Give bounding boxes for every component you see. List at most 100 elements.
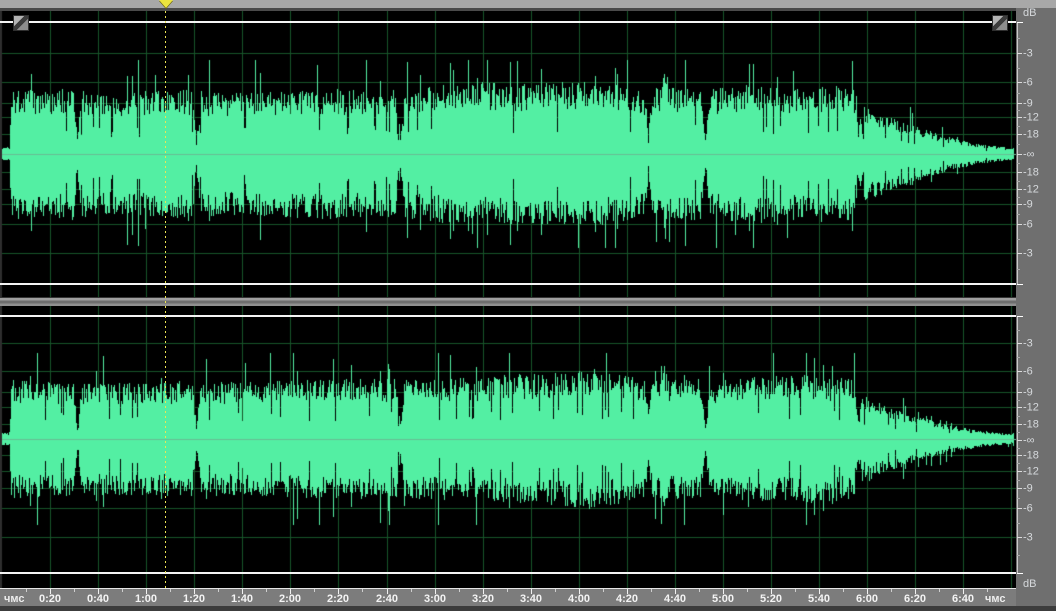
db-minor-tick bbox=[1017, 523, 1020, 524]
envelope-line[interactable] bbox=[0, 572, 1016, 574]
envelope-line[interactable] bbox=[0, 315, 1016, 317]
timeline-major-tick bbox=[242, 589, 243, 594]
db-tick-label: -6 bbox=[1023, 218, 1033, 231]
timeline-label: 5:40 bbox=[807, 593, 831, 605]
db-tick bbox=[1017, 134, 1022, 135]
timeline-ruler[interactable]: чмс чмс 0:20 0:40 1:00 1:20 1:40 2:00 2:20 2:40… bbox=[0, 588, 1016, 607]
db-tick-label: -9 bbox=[1023, 198, 1033, 211]
playback-cursor-marker-icon[interactable] bbox=[159, 0, 173, 8]
db-minor-tick bbox=[1017, 448, 1020, 449]
timeline-label: 2:00 bbox=[278, 593, 302, 605]
channel-splitter[interactable] bbox=[0, 297, 1016, 306]
db-tick bbox=[1017, 204, 1022, 205]
db-zero-tick bbox=[1017, 573, 1023, 574]
timeline-major-tick bbox=[963, 589, 964, 594]
timeline-major-tick bbox=[627, 589, 628, 594]
timeline-major-tick bbox=[579, 589, 580, 594]
timeline-major-tick bbox=[915, 589, 916, 594]
timeline-major-tick bbox=[483, 589, 484, 594]
db-minor-tick bbox=[1017, 239, 1020, 240]
timeline-major-tick bbox=[819, 589, 820, 594]
db-tick bbox=[1017, 455, 1022, 456]
timeline-label: 5:00 bbox=[711, 593, 735, 605]
db-tick bbox=[1017, 253, 1022, 254]
timeline-major-tick bbox=[387, 589, 388, 594]
db-tick-label: -9 bbox=[1023, 482, 1033, 495]
timeline-minor-tick bbox=[507, 589, 508, 592]
db-tick-label: -12 bbox=[1023, 183, 1039, 196]
timeline-major-tick bbox=[723, 589, 724, 594]
timeline-major-tick bbox=[194, 589, 195, 594]
db-minor-tick bbox=[1017, 38, 1020, 39]
timeline-unit-label-right: чмс bbox=[985, 593, 1006, 605]
timeline-minor-tick bbox=[939, 589, 940, 592]
db-zero-tick bbox=[1017, 316, 1023, 317]
db-tick bbox=[1017, 407, 1022, 408]
db-tick-label: -18 bbox=[1023, 449, 1039, 462]
db-ruler-edge bbox=[1017, 22, 1018, 284]
db-tick-label: -6 bbox=[1023, 76, 1033, 89]
timeline-minor-tick bbox=[699, 589, 700, 592]
db-tick-label: -9 bbox=[1023, 97, 1033, 110]
db-minor-tick bbox=[1017, 555, 1020, 556]
db-tick-label: -3 bbox=[1023, 337, 1033, 350]
timeline-major-tick bbox=[290, 589, 291, 594]
db-minor-tick bbox=[1017, 68, 1020, 69]
db-tick-label: -12 bbox=[1023, 401, 1039, 414]
db-tick bbox=[1017, 189, 1022, 190]
waveform-channel-right[interactable] bbox=[0, 306, 1016, 588]
timeline-label: 4:20 bbox=[615, 593, 639, 605]
timeline-label: 1:40 bbox=[230, 593, 254, 605]
db-tick bbox=[1017, 371, 1022, 372]
timeline-minor-tick bbox=[170, 589, 171, 592]
db-tick bbox=[1017, 343, 1022, 344]
timeline-minor-tick bbox=[459, 589, 460, 592]
envelope-line[interactable] bbox=[0, 21, 1016, 23]
timeline-label: 6:40 bbox=[951, 593, 975, 605]
db-tick-label: -12 bbox=[1023, 465, 1039, 478]
db-minor-tick bbox=[1017, 110, 1020, 111]
db-tick bbox=[1017, 508, 1022, 509]
timeline-label: 3:20 bbox=[471, 593, 495, 605]
db-minor-tick bbox=[1017, 357, 1020, 358]
db-tick-label: -3 bbox=[1023, 47, 1033, 60]
timeline-label: 3:00 bbox=[423, 593, 447, 605]
envelope-line[interactable] bbox=[0, 283, 1016, 285]
timeline-minor-tick bbox=[843, 589, 844, 592]
db-tick-label: -18 bbox=[1023, 166, 1039, 179]
db-tick bbox=[1017, 537, 1022, 538]
timeline-label: 5:20 bbox=[759, 593, 783, 605]
timeline-minor-tick bbox=[603, 589, 604, 592]
timeline-minor-tick bbox=[795, 589, 796, 592]
timeline-major-tick bbox=[771, 589, 772, 594]
timeline-major-tick bbox=[531, 589, 532, 594]
timeline-minor-tick bbox=[651, 589, 652, 592]
timeline-label: 0:40 bbox=[86, 593, 110, 605]
db-minor-tick bbox=[1017, 416, 1020, 417]
db-tick bbox=[1017, 392, 1022, 393]
db-minor-tick bbox=[1017, 400, 1020, 401]
db-minor-tick bbox=[1017, 93, 1020, 94]
waveform-channel-left[interactable] bbox=[0, 11, 1016, 297]
db-minor-tick bbox=[1017, 214, 1020, 215]
envelope-handle-left[interactable] bbox=[13, 15, 29, 31]
db-ruler-edge bbox=[1017, 316, 1018, 573]
db-tick bbox=[1017, 488, 1022, 489]
db-tick bbox=[1017, 172, 1022, 173]
db-minor-tick bbox=[1017, 382, 1020, 383]
db-tick bbox=[1017, 53, 1022, 54]
db-zero-tick bbox=[1017, 284, 1023, 285]
timeline-major-tick bbox=[146, 589, 147, 594]
db-minor-tick bbox=[1017, 126, 1020, 127]
db-minor-tick bbox=[1017, 330, 1020, 331]
db-ruler[interactable]: dB dB -3 -6 -9 -12 -18 -∞ -18 -12 -9 -6 -3 -3 -6 -9 -1… bbox=[1016, 7, 1056, 606]
db-tick-label: -6 bbox=[1023, 502, 1033, 515]
window-bottom-edge bbox=[0, 606, 1056, 611]
envelope-handle-right[interactable] bbox=[992, 15, 1008, 31]
timeline-minor-tick bbox=[362, 589, 363, 592]
db-minor-tick bbox=[1017, 181, 1020, 182]
timeline-major-tick bbox=[675, 589, 676, 594]
timeline-label: 6:00 bbox=[855, 593, 879, 605]
marker-bar[interactable] bbox=[0, 0, 1056, 8]
